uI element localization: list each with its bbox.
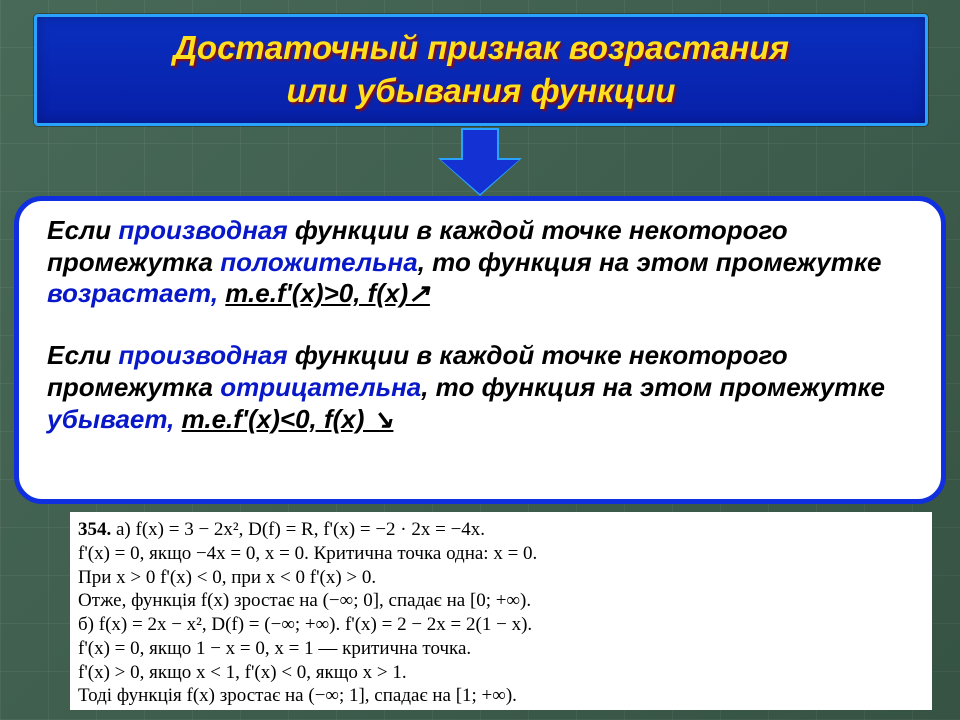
formula-increasing: т.e.f'(x)>0, f(x)↗ <box>225 278 430 308</box>
title-box: Достаточный признак возрастания или убыв… <box>34 14 928 126</box>
worked-line-4: Отже, функція f(x) зростає на (−∞; 0], с… <box>78 589 924 613</box>
worked-line-1: 354. а) f(x) = 3 − 2x², D(f) = R, f'(x) … <box>78 518 924 542</box>
worked-line-8: Тоді функція f(x) зростає на (−∞; 1], сп… <box>78 684 924 708</box>
slide: Достаточный признак возрастания или убыв… <box>0 0 960 720</box>
definition-box: Если производная функции в каждой точке … <box>14 196 946 504</box>
title-line-1: Достаточный признак возрастания <box>173 27 789 70</box>
title-line-2: или убывания функции <box>287 70 676 113</box>
worked-example-box: 354. а) f(x) = 3 − 2x², D(f) = R, f'(x) … <box>70 512 932 710</box>
worked-line-3: При x > 0 f'(x) < 0, при x < 0 f'(x) > 0… <box>78 566 924 590</box>
worked-line-5: б) f(x) = 2x − x², D(f) = (−∞; +∞). f'(x… <box>78 613 924 637</box>
worked-line-6: f'(x) = 0, якщо 1 − x = 0, x = 1 — крити… <box>78 637 924 661</box>
definition-paragraph-2: Если производная функции в каждой точке … <box>47 340 921 435</box>
worked-line-2: f'(x) = 0, якщо −4x = 0, x = 0. Критична… <box>78 542 924 566</box>
worked-line-7: f'(x) > 0, якщо x < 1, f'(x) < 0, якщо x… <box>78 661 924 685</box>
formula-decreasing: т.e.f'(x)<0, f(x) ↘ <box>182 404 394 434</box>
down-arrow-icon <box>441 128 519 194</box>
definition-paragraph-1: Если производная функции в каждой точке … <box>47 215 921 310</box>
